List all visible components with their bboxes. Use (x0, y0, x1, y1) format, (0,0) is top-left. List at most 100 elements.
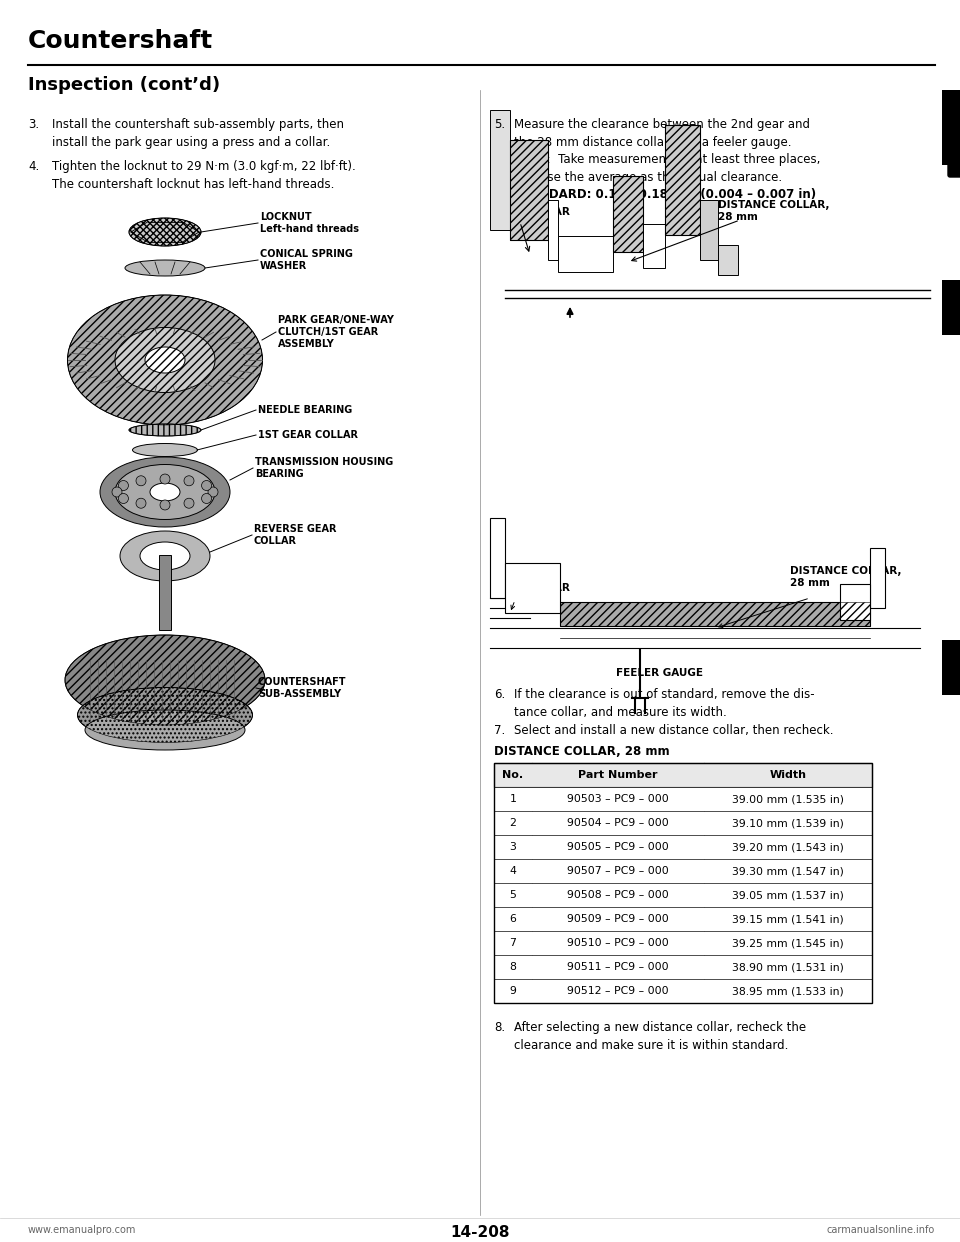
Text: NOTE:  Take measurements in at least three places,
and use the average as the ac: NOTE: Take measurements in at least thre… (514, 153, 821, 184)
Bar (560, 602, 870, 626)
Bar (548, 200, 558, 260)
Circle shape (202, 493, 211, 503)
Text: After selecting a new distance collar, recheck the
clearance and make sure it is: After selecting a new distance collar, r… (514, 1021, 806, 1052)
Bar (494, 835, 872, 859)
Bar (494, 763, 872, 1004)
Bar (700, 200, 718, 260)
Text: 3.: 3. (28, 118, 39, 130)
Bar (643, 224, 665, 268)
Ellipse shape (65, 635, 265, 725)
Text: 5: 5 (510, 891, 516, 900)
Circle shape (136, 498, 146, 508)
Circle shape (184, 498, 194, 508)
Text: 90512 – PC9 – 000: 90512 – PC9 – 000 (567, 986, 669, 996)
Text: 39.05 mm (1.537 in): 39.05 mm (1.537 in) (732, 891, 844, 900)
Ellipse shape (67, 296, 262, 425)
Text: 7.: 7. (494, 724, 505, 737)
Ellipse shape (85, 710, 245, 750)
Bar (494, 811, 872, 835)
Text: NEEDLE BEARING: NEEDLE BEARING (258, 405, 352, 415)
Ellipse shape (115, 328, 215, 392)
Text: 39.10 mm (1.539 in): 39.10 mm (1.539 in) (732, 818, 844, 828)
Ellipse shape (120, 532, 210, 581)
Text: REVERSE GEAR
COLLAR: REVERSE GEAR COLLAR (254, 524, 337, 546)
Text: Install the countershaft sub-assembly parts, then
install the park gear using a : Install the countershaft sub-assembly pa… (52, 118, 344, 149)
Text: 4: 4 (510, 866, 516, 876)
Bar (718, 245, 738, 274)
Bar (494, 932, 872, 955)
Bar (942, 279, 960, 335)
Bar (494, 955, 872, 979)
Text: 90510 – PC9 – 000: 90510 – PC9 – 000 (567, 938, 669, 948)
Bar (494, 787, 872, 811)
Text: Measure the clearance between the 2nd gear and
the 28 mm distance collar with a : Measure the clearance between the 2nd ge… (514, 118, 810, 149)
Circle shape (112, 487, 122, 497)
Text: 5.: 5. (494, 118, 505, 130)
Text: 90507 – PC9 – 000: 90507 – PC9 – 000 (567, 866, 669, 876)
Ellipse shape (140, 542, 190, 570)
Text: 38.90 mm (1.531 in): 38.90 mm (1.531 in) (732, 963, 844, 972)
Text: 1ST GEAR COLLAR: 1ST GEAR COLLAR (258, 430, 358, 440)
Text: Tighten the locknut to 29 N·m (3.0 kgf·m, 22 lbf·ft).
The countershaft locknut h: Tighten the locknut to 29 N·m (3.0 kgf·m… (52, 160, 356, 191)
Bar (870, 548, 885, 609)
Circle shape (184, 476, 194, 486)
Text: 8.: 8. (494, 1021, 505, 1035)
Text: 90508 – PC9 – 000: 90508 – PC9 – 000 (567, 891, 669, 900)
Text: COUNTERSHAFT
SUB-ASSEMBLY: COUNTERSHAFT SUB-ASSEMBLY (258, 677, 347, 699)
Text: carmanualsonline.info: carmanualsonline.info (827, 1225, 935, 1235)
Ellipse shape (129, 219, 201, 246)
Text: PARK GEAR/ONE-WAY
CLUTCH/1ST GEAR
ASSEMBLY: PARK GEAR/ONE-WAY CLUTCH/1ST GEAR ASSEMB… (278, 314, 394, 349)
Bar (613, 176, 643, 252)
Bar (665, 125, 700, 235)
Text: 39.00 mm (1.535 in): 39.00 mm (1.535 in) (732, 794, 844, 804)
Text: 90509 – PC9 – 000: 90509 – PC9 – 000 (567, 914, 669, 924)
Text: DISTANCE COLLAR, 28 mm: DISTANCE COLLAR, 28 mm (494, 745, 670, 758)
Text: 39.15 mm (1.541 in): 39.15 mm (1.541 in) (732, 914, 844, 924)
Text: 90503 – PC9 – 000: 90503 – PC9 – 000 (567, 794, 669, 804)
Circle shape (136, 476, 146, 486)
Ellipse shape (115, 465, 215, 519)
Bar (840, 584, 870, 620)
Text: LOCKNUT
Left-hand threads: LOCKNUT Left-hand threads (260, 212, 359, 235)
Text: STANDARD: 0.10 – 0.18 mm (0.004 – 0.007 in): STANDARD: 0.10 – 0.18 mm (0.004 – 0.007 … (514, 188, 816, 201)
Text: 39.30 mm (1.547 in): 39.30 mm (1.547 in) (732, 866, 844, 876)
Text: CONICAL SPRING
WASHER: CONICAL SPRING WASHER (260, 248, 353, 271)
Text: 2ND GEAR: 2ND GEAR (510, 207, 570, 217)
Bar (494, 859, 872, 883)
Ellipse shape (125, 260, 205, 276)
Text: 90511 – PC9 – 000: 90511 – PC9 – 000 (567, 963, 669, 972)
Circle shape (118, 493, 129, 503)
Text: 2ND GEAR: 2ND GEAR (510, 582, 570, 592)
Bar (510, 140, 548, 240)
Text: 7: 7 (510, 938, 516, 948)
Bar (558, 236, 613, 272)
Text: 8: 8 (510, 963, 516, 972)
Text: 6.: 6. (494, 688, 505, 700)
Text: 14-208: 14-208 (450, 1225, 510, 1240)
Text: DISTANCE COLLAR,
28 mm: DISTANCE COLLAR, 28 mm (790, 566, 901, 589)
Text: 1: 1 (510, 794, 516, 804)
Text: DISTANCE COLLAR,
28 mm: DISTANCE COLLAR, 28 mm (718, 200, 829, 222)
Ellipse shape (132, 443, 198, 457)
Bar (494, 979, 872, 1004)
Circle shape (202, 481, 211, 491)
Text: 4.: 4. (28, 160, 39, 173)
Circle shape (160, 501, 170, 510)
Ellipse shape (145, 347, 185, 373)
Text: 39.25 mm (1.545 in): 39.25 mm (1.545 in) (732, 938, 844, 948)
Bar (942, 89, 960, 165)
Text: 39.20 mm (1.543 in): 39.20 mm (1.543 in) (732, 842, 844, 852)
Text: 90504 – PC9 – 000: 90504 – PC9 – 000 (567, 818, 669, 828)
Text: 3: 3 (510, 842, 516, 852)
Text: Select and install a new distance collar, then recheck.: Select and install a new distance collar… (514, 724, 833, 737)
Text: Countershaft: Countershaft (28, 29, 213, 53)
Text: FEELER GAUGE: FEELER GAUGE (616, 668, 704, 678)
Bar (505, 563, 560, 614)
Bar (942, 640, 960, 696)
Bar (159, 555, 171, 630)
Bar (494, 907, 872, 932)
FancyBboxPatch shape (948, 93, 960, 178)
Text: Part Number: Part Number (578, 770, 658, 780)
Bar (490, 111, 510, 230)
Text: Inspection (cont’d): Inspection (cont’d) (28, 76, 220, 94)
